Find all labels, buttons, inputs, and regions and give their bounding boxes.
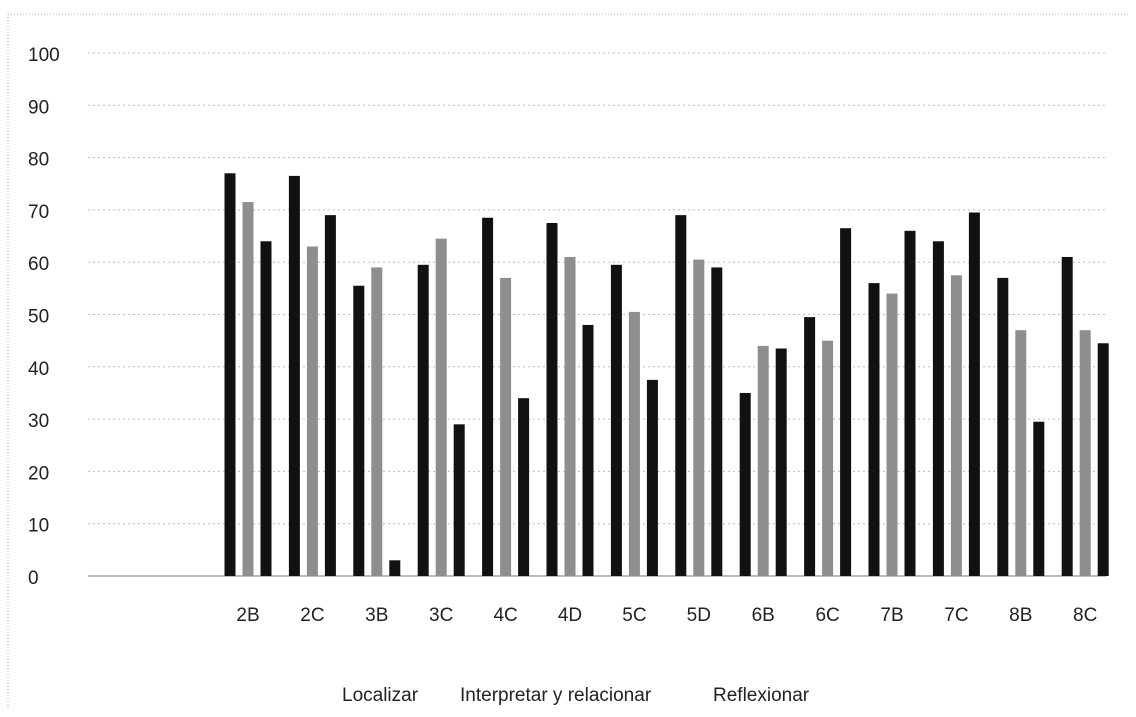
y-tick-label: 60 <box>28 254 49 275</box>
legend-entry: Reflexionar <box>713 685 810 706</box>
bar <box>435 238 447 577</box>
y-tick-label: 10 <box>28 516 49 537</box>
x-tick-label: 2C <box>300 605 324 626</box>
bar <box>868 283 880 576</box>
bar <box>968 212 980 576</box>
x-tick-label: 7C <box>944 605 968 626</box>
x-tick-label: 8B <box>1009 605 1032 626</box>
x-tick-label: 6B <box>752 605 775 626</box>
y-tick-label: 40 <box>28 359 49 380</box>
bar <box>932 241 944 576</box>
bar <box>840 228 852 576</box>
x-tick-label: 5C <box>622 605 646 626</box>
y-tick-label: 80 <box>28 150 49 171</box>
bar <box>804 317 816 576</box>
x-tick-label: 6C <box>815 605 839 626</box>
bar <box>482 217 494 576</box>
bar <box>242 202 254 576</box>
bar <box>646 379 658 576</box>
bar <box>950 275 962 576</box>
legend-entry: Localizar <box>342 685 419 706</box>
bar <box>1079 330 1091 576</box>
chart-frame <box>7 13 1128 708</box>
bar <box>775 348 787 576</box>
bar <box>353 285 365 576</box>
bar <box>739 392 751 576</box>
bar <box>288 175 300 576</box>
bar <box>518 398 530 576</box>
y-tick-label: 20 <box>28 463 49 484</box>
bar <box>224 173 236 577</box>
x-tick-label: 4C <box>493 605 517 626</box>
bar <box>1061 256 1073 576</box>
bar <box>757 345 769 576</box>
bar <box>371 267 383 576</box>
bar <box>628 311 640 576</box>
bar <box>500 277 512 576</box>
y-tick-label: 90 <box>28 97 49 118</box>
bar <box>417 264 429 576</box>
bar <box>610 264 622 576</box>
y-tick-label: 0 <box>28 568 39 589</box>
bar <box>453 424 465 576</box>
bar <box>1033 421 1045 576</box>
legend-entry: Interpretar y relacionar <box>460 685 652 706</box>
bar <box>1015 330 1027 576</box>
x-tick-label: 8C <box>1073 605 1097 626</box>
bar <box>1097 343 1109 576</box>
bar <box>582 324 594 576</box>
y-tick-label: 50 <box>28 307 49 328</box>
x-tick-label: 4D <box>558 605 582 626</box>
bar <box>997 277 1009 576</box>
x-tick-label: 3B <box>365 605 388 626</box>
bar <box>675 215 687 576</box>
bar <box>546 222 558 576</box>
x-axis-ticks: 2B 2C 3B 3C 4C 4D 5C 5D 6B 6C 7B 7C 8B 8C <box>236 605 1097 626</box>
bar <box>822 340 834 576</box>
bar <box>389 560 401 576</box>
y-tick-label: 30 <box>28 411 49 432</box>
bar <box>324 215 336 576</box>
legend: Localizar Interpretar y relacionar Reflexi… <box>342 685 810 706</box>
y-axis-ticks: 0 10 20 30 40 50 60 70 80 90 100 <box>28 45 60 589</box>
bar <box>693 259 705 576</box>
y-tick-label: 70 <box>28 202 49 223</box>
bar <box>260 241 272 576</box>
bar <box>711 267 723 576</box>
bar <box>904 230 916 576</box>
x-tick-label: 5D <box>687 605 711 626</box>
bar <box>306 246 318 576</box>
bar <box>886 293 898 576</box>
bars <box>224 173 1109 577</box>
x-tick-label: 2B <box>236 605 259 626</box>
y-tick-label: 100 <box>28 45 60 66</box>
x-tick-label: 7B <box>880 605 903 626</box>
x-tick-label: 3C <box>429 605 453 626</box>
bar <box>564 256 576 576</box>
